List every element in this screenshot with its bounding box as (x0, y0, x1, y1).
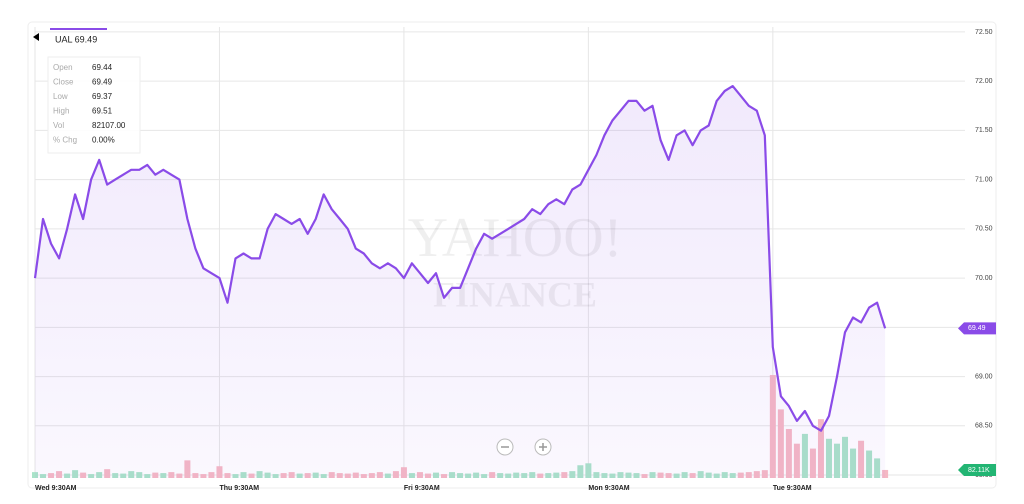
volume-tag: 82.11K (968, 467, 990, 474)
price-line (33, 85, 887, 432)
ticker: UAL 69.49 (33, 28, 107, 44)
tooltip-box (47, 56, 141, 154)
x-tick-label: Mon 9:30AM (588, 485, 629, 492)
tooltip-key: High (53, 107, 69, 116)
x-tick-label: Thu 9:30AM (219, 485, 259, 492)
tooltip-value: 0.00% (92, 136, 115, 145)
volume-tag-bg (958, 463, 996, 476)
x-tick-label: Fri 9:30AM (404, 485, 440, 492)
tooltip-value: 82107.00 (92, 121, 126, 130)
y-tick-label: 71.00 (975, 176, 993, 183)
plot: 69.49 (33, 85, 996, 478)
y-tick-label: 69.00 (975, 373, 993, 380)
x-tick-label: Tue 9:30AM (773, 485, 812, 492)
tooltip: Open 69.44 Close 69.49 Low 69.37 High 69.51 Vol 8… (47, 56, 141, 154)
volume-bar (882, 469, 889, 478)
ticker-label: UAL 69.49 (55, 34, 97, 44)
zoom-controls (496, 438, 552, 456)
tooltip-key: Close (53, 78, 74, 87)
area (35, 86, 886, 478)
tooltip-key: Vol (53, 121, 64, 130)
tooltip-key: Low (53, 92, 68, 101)
y-tick-label: 71.50 (975, 127, 993, 134)
tooltip-value: 69.51 (92, 107, 113, 116)
y-tick-label: 72.00 (975, 78, 993, 85)
price-tag: 69.49 (968, 325, 986, 332)
tooltip-key: % Chg (53, 136, 77, 145)
y-tick-label: 70.50 (975, 226, 993, 233)
y-tick-label: 70.00 (975, 275, 993, 282)
tooltip-value: 69.44 (92, 63, 113, 72)
collapse-arrow[interactable] (33, 33, 39, 41)
y-tick-label: 72.50 (975, 29, 993, 36)
y-tick-label: 68.50 (975, 423, 993, 430)
tooltip-value: 69.49 (92, 78, 113, 87)
price-tag-bg (958, 322, 996, 335)
x-tick-label: Wed 9:30AM (35, 485, 77, 492)
tooltip-value: 69.37 (92, 92, 113, 101)
tooltip-key: Open (53, 63, 73, 72)
